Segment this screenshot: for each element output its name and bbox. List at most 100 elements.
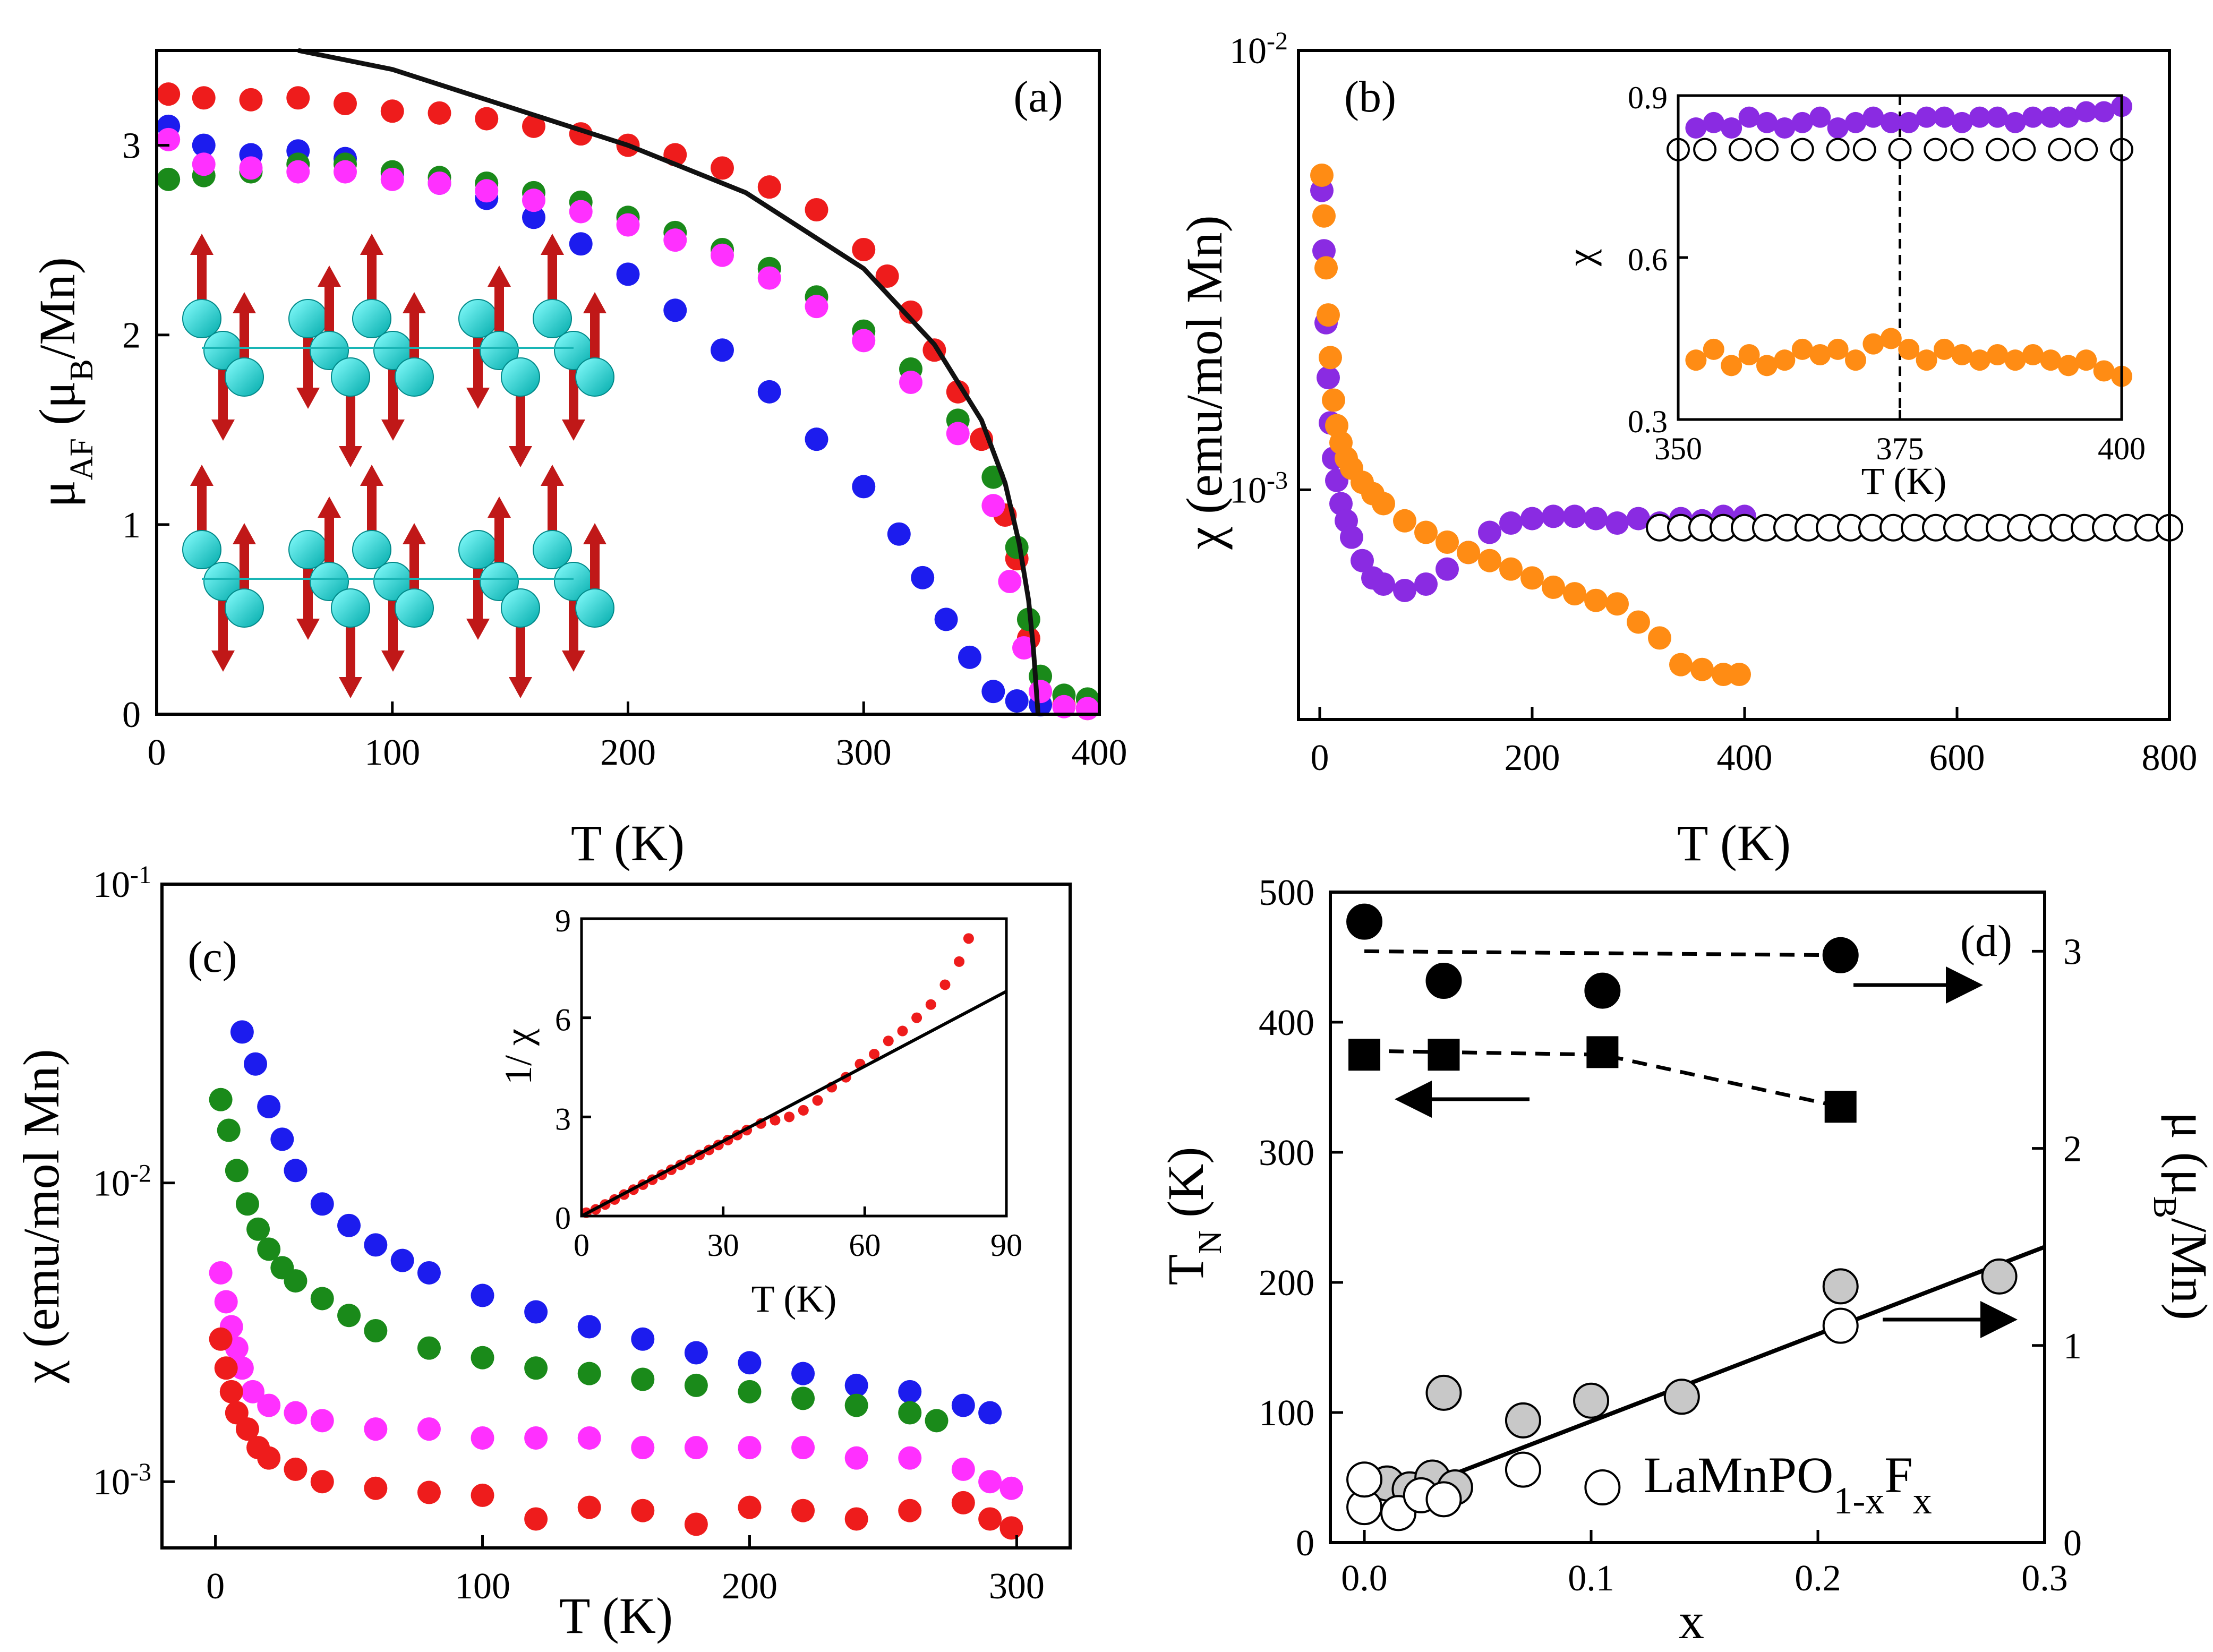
panel-c-inset-xtick-label-2: 60 bbox=[849, 1228, 881, 1263]
panel-b-inset-purple-point-14 bbox=[1934, 106, 1955, 128]
mn-atom-0-3-2 bbox=[501, 357, 540, 397]
spin-arrow-head-1-1-0 bbox=[296, 619, 320, 640]
panel-b-orange-point-23 bbox=[1605, 592, 1629, 616]
panel-a-magenta-point-9 bbox=[569, 200, 593, 224]
panel-a-magenta-point-13 bbox=[757, 266, 781, 290]
panel-c-magenta-point-7 bbox=[284, 1401, 307, 1425]
panel-b-inset-purple-point-2 bbox=[1721, 117, 1742, 139]
panel-d-moment-black-circles-point-1 bbox=[1425, 963, 1462, 999]
panel-a-magenta-point-0 bbox=[157, 127, 181, 151]
panel-c-inset-red-point-31 bbox=[939, 979, 951, 990]
panel-b-inset-purple-point-1 bbox=[1703, 112, 1724, 133]
panel-c-inset-red-point-26 bbox=[869, 1049, 880, 1060]
spin-arrow-head-0-3-1 bbox=[488, 266, 511, 287]
mn-atom-0-1-1 bbox=[310, 331, 349, 370]
panel-a-red-point-17 bbox=[899, 300, 922, 324]
panel-d-right-ytick-label-3: 3 bbox=[2063, 931, 2082, 972]
panel-d-annotation: LaMnPO1-xFx bbox=[1644, 1446, 1932, 1522]
panel-d-left-ytick-label-0: 0 bbox=[1296, 1523, 1314, 1564]
panel-a-magenta-point-12 bbox=[711, 243, 734, 267]
panel-c-green-point-0 bbox=[209, 1088, 233, 1111]
panel-c-magenta-point-8 bbox=[310, 1409, 334, 1433]
panel-c-blue-point-2 bbox=[257, 1094, 281, 1118]
panel-c-inset-ticks: 0 30 60 90 0 3 6 9 bbox=[555, 903, 1022, 1263]
panel-a-marks bbox=[157, 48, 1099, 721]
mn-atom-0-0-2 bbox=[225, 357, 264, 397]
panel-c-label: (c) bbox=[187, 932, 237, 982]
panel-a-green-point-0 bbox=[157, 167, 181, 191]
panel-c-inset-red-point-27 bbox=[883, 1035, 894, 1047]
panel-c-green-point-11 bbox=[417, 1336, 441, 1360]
panel-a-red-point-3 bbox=[286, 86, 310, 110]
panel-b-inset-open-point-1 bbox=[1693, 138, 1717, 161]
mn-atom-1-2-0 bbox=[352, 530, 391, 569]
panel-c-inset-ytick-label-3: 9 bbox=[555, 903, 571, 938]
panel-d-left-ytick-label-4: 400 bbox=[1259, 1003, 1314, 1043]
panel-b-purple-point-17 bbox=[1478, 520, 1501, 544]
panel-b-inset-open-point-3 bbox=[1755, 138, 1779, 161]
panel-d-moment-open-circles-point-5 bbox=[1505, 1451, 1541, 1488]
panel-b-inset-open-point-4 bbox=[1790, 138, 1814, 161]
panel-a-red-point-2 bbox=[239, 88, 263, 112]
panel-b-ytick-label-0: 10-3 bbox=[1229, 466, 1288, 511]
panel-c-magenta-point-1 bbox=[214, 1290, 238, 1314]
panel-c-green-point-16 bbox=[684, 1373, 708, 1397]
panel-c-blue-point-6 bbox=[337, 1213, 361, 1237]
panel-c-blue-point-17 bbox=[844, 1373, 868, 1397]
panel-d-moment-gray-circles-point-7 bbox=[1663, 1379, 1700, 1415]
mn-atom-1-4-2 bbox=[575, 588, 614, 628]
spin-arrow-head-0-1-2 bbox=[339, 446, 362, 467]
panel-c-red-point-0 bbox=[209, 1327, 233, 1351]
panel-c-red-point-12 bbox=[524, 1507, 548, 1531]
mn-atom-1-0-2 bbox=[225, 588, 264, 628]
panel-b-inset-purple-point-9 bbox=[1845, 112, 1866, 133]
panel-c-magenta-point-10 bbox=[417, 1417, 441, 1441]
panel-b-inset-orange-point-4 bbox=[1756, 355, 1778, 376]
panel-c-blue-point-10 bbox=[471, 1283, 494, 1307]
panel-c-red-point-10 bbox=[417, 1480, 441, 1504]
spin-arrow-head-1-4-1 bbox=[562, 650, 585, 672]
spin-arrow-head-0-3-0 bbox=[466, 388, 490, 409]
panel-a-red-point-13 bbox=[757, 175, 781, 199]
panel-b-inset-purple-point-0 bbox=[1685, 117, 1707, 139]
panel-c-magenta-point-14 bbox=[631, 1436, 655, 1460]
panel-c-ylabel: χ (emu/mol Mn) bbox=[13, 1049, 70, 1383]
panel-a-blue-point-9 bbox=[569, 232, 593, 256]
panel-c-blue-point-3 bbox=[270, 1127, 294, 1151]
panel-d-TN-squares-point-1 bbox=[1428, 1039, 1460, 1071]
panel-c-inset-red-point-29 bbox=[911, 1012, 922, 1023]
panel-d-TN-squares-point-0 bbox=[1348, 1039, 1381, 1071]
panel-d-ylabel-left: TN (K) bbox=[1157, 1147, 1228, 1286]
spin-arrow-head-0-1-1 bbox=[318, 266, 341, 287]
panel-a-ticks: 0 100 200 300 400 0 1 2 3 bbox=[122, 126, 1127, 773]
panel-d-right-ytick-label-2: 2 bbox=[2063, 1129, 2082, 1170]
panel-a-red-point-1 bbox=[192, 86, 216, 110]
mn-atom-1-3-2 bbox=[501, 588, 540, 628]
spin-arrow-head-0-4-0 bbox=[541, 234, 564, 255]
panel-b-inset-open-point-12 bbox=[2048, 138, 2072, 161]
panel-b-inset-purple-point-19 bbox=[2022, 106, 2044, 128]
panel-c-blue-point-16 bbox=[791, 1362, 815, 1385]
panel-d-left-ytick-label-3: 300 bbox=[1259, 1133, 1314, 1174]
panel-c-ytick-label-1: 10-2 bbox=[93, 1159, 151, 1204]
panel-c-magenta-point-5 bbox=[241, 1380, 264, 1403]
panel-b-orange-point-27 bbox=[1690, 657, 1714, 681]
panel-b-purple-point-10 bbox=[1351, 549, 1374, 572]
panel-c-xtick-label-1: 100 bbox=[455, 1566, 510, 1607]
panel-b-inset-orange-point-11 bbox=[1880, 328, 1902, 349]
panel-b-xtick-label-3: 600 bbox=[1929, 738, 1985, 778]
panel-b-inset-purple-point-16 bbox=[1969, 106, 1990, 128]
panel-a-blue-point-15 bbox=[852, 475, 876, 499]
panel-b-inset-orange-point-19 bbox=[2022, 344, 2044, 365]
panel-b-label: (b) bbox=[1344, 72, 1396, 122]
panel-a-magenta-point-16 bbox=[899, 371, 922, 394]
panel-c-xtick-label-0: 0 bbox=[206, 1566, 225, 1607]
panel-c-blue-point-12 bbox=[577, 1315, 601, 1339]
panel-b-orange-point-5 bbox=[1322, 388, 1345, 412]
panel-a-blue-point-1 bbox=[192, 133, 216, 157]
mn-atom-0-2-2 bbox=[395, 357, 434, 397]
panel-c-magenta-point-9 bbox=[364, 1417, 388, 1441]
panel-c-xtick-label-2: 200 bbox=[722, 1566, 777, 1607]
panel-c-xlabel: T (K) bbox=[559, 1587, 673, 1644]
